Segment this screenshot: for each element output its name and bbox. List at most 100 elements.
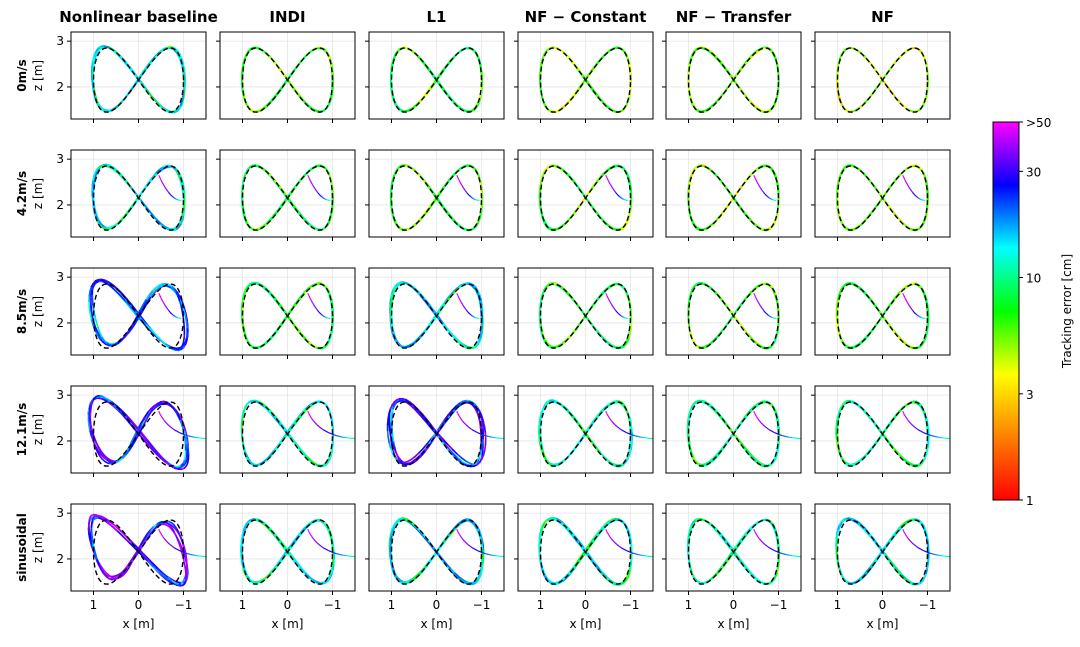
column-title-3: NF − Constant <box>525 8 647 26</box>
approach-segment <box>323 315 325 318</box>
approach-segment <box>459 181 462 185</box>
approach-segment <box>465 308 468 312</box>
approach-segment <box>473 316 476 318</box>
approach-segment <box>754 177 757 181</box>
trajectory-segment <box>152 288 158 295</box>
approach-segment <box>311 183 314 187</box>
trajectory-segment <box>599 97 605 104</box>
trajectory-segment <box>454 338 461 345</box>
trajectory-segment <box>183 310 187 318</box>
approach-segment <box>464 307 467 310</box>
approach-segment <box>320 313 323 316</box>
approach-segment <box>159 177 162 181</box>
approach-segment <box>168 310 171 313</box>
column-title-2: L1 <box>427 8 447 26</box>
approach-segment <box>163 185 167 189</box>
trajectory-segment <box>142 64 149 72</box>
approach-segment <box>467 193 470 196</box>
approach-segment <box>162 183 165 187</box>
panel-r2-c1 <box>216 267 356 359</box>
approach-segment <box>915 195 918 198</box>
trajectory-segment <box>330 90 334 97</box>
approach-segment <box>164 187 168 191</box>
y-axis-label-0: z [m] <box>31 60 45 91</box>
trajectory-segment <box>425 299 432 308</box>
trajectory-segment <box>129 306 136 315</box>
trajectory-segment <box>437 188 444 196</box>
approach-segment <box>317 192 320 195</box>
approach-segment <box>914 194 917 197</box>
approach-segment <box>766 195 769 198</box>
approach-segment <box>313 305 317 309</box>
panel-r1-c0: 23 <box>56 149 207 241</box>
approach-segment <box>458 179 461 183</box>
approach-segment <box>310 181 313 185</box>
approach-segment <box>911 190 914 194</box>
approach-segment <box>160 179 163 183</box>
approach-segment <box>166 307 169 310</box>
approach-segment <box>307 174 310 178</box>
approach-segment <box>319 312 322 315</box>
approach-segment <box>468 194 471 197</box>
trajectory-segment <box>293 205 300 212</box>
trajectory-segment <box>603 337 609 344</box>
approach-segment <box>322 314 324 317</box>
trajectory-segment <box>151 329 158 337</box>
trajectory-segment <box>305 219 311 225</box>
approach-segment <box>622 198 625 200</box>
approach-segment <box>464 189 467 192</box>
approach-segment <box>609 183 612 187</box>
approach-segment <box>758 185 762 189</box>
trajectory-segment <box>90 309 94 317</box>
approach-segment <box>608 181 611 185</box>
row-label-3: 12.1m/s <box>15 403 29 457</box>
approach-segment <box>174 197 176 200</box>
approach-segment <box>312 303 316 307</box>
trajectory-segment <box>451 333 458 340</box>
approach-segment <box>616 311 619 314</box>
approach-segment <box>175 316 178 318</box>
trajectory-segment <box>241 180 244 188</box>
trajectory-segment <box>444 295 451 302</box>
approach-segment <box>918 197 920 200</box>
approach-segment <box>611 305 615 309</box>
approach-segment <box>762 190 765 194</box>
approach-segment <box>907 185 911 189</box>
trajectory-segment <box>391 296 394 304</box>
approach-segment <box>316 308 319 312</box>
approach-segment <box>903 177 906 181</box>
trajectory-segment <box>183 67 186 75</box>
approach-segment <box>904 179 907 183</box>
trajectory-segment <box>114 51 120 57</box>
approach-segment <box>319 194 322 197</box>
approach-segment <box>471 196 473 199</box>
trajectory-segment <box>178 299 182 307</box>
approach-segment <box>473 198 476 200</box>
trajectory-segment <box>442 322 449 330</box>
trajectory-segment <box>165 343 171 349</box>
trajectory-segment <box>301 215 307 222</box>
trajectory-segment <box>149 93 155 101</box>
approach-segment <box>908 187 912 191</box>
trajectory-segment <box>330 181 334 188</box>
approach-segment <box>912 192 915 195</box>
trajectory-segment <box>91 298 94 306</box>
panel-r0-c1 <box>216 31 356 123</box>
trajectory-segment <box>149 329 156 337</box>
approach-segment <box>313 187 317 191</box>
trajectory-segment <box>146 59 153 67</box>
approach-segment <box>919 198 922 200</box>
approach-segment <box>162 301 165 305</box>
approach-segment <box>318 311 321 314</box>
trajectory-segment <box>93 175 97 182</box>
approach-segment <box>158 292 161 296</box>
trajectory-segment <box>122 59 129 67</box>
row-label-0: 0m/s <box>15 59 29 91</box>
y-axis-label-3: z [m] <box>31 414 45 445</box>
trajectory-segment <box>122 333 128 339</box>
trajectory-segment <box>112 284 119 290</box>
row-label-1: 4.2m/s <box>15 171 29 216</box>
trajectory-segment <box>96 333 101 340</box>
approach-segment <box>460 183 463 187</box>
approach-segment <box>618 195 621 198</box>
